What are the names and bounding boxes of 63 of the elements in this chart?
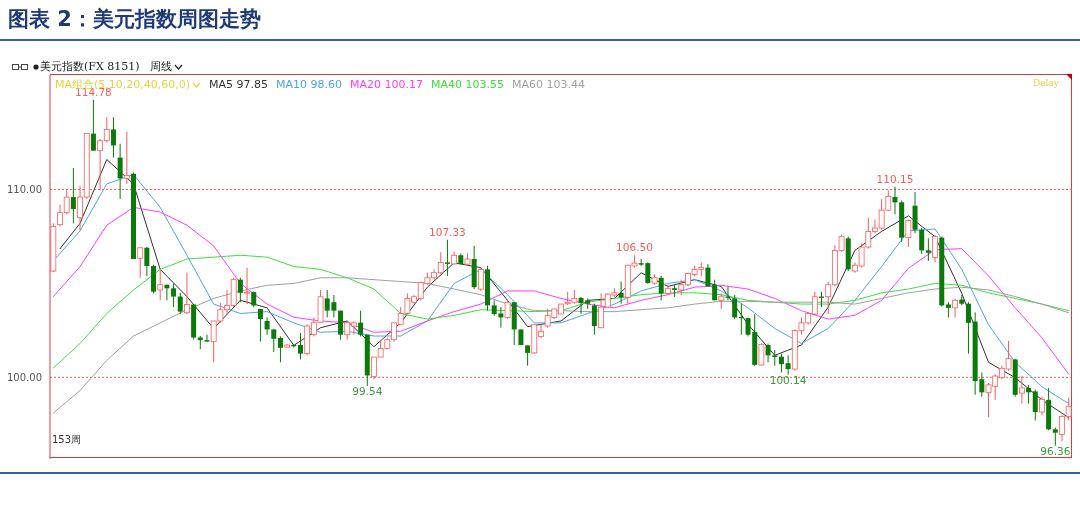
line-series bbox=[52, 254, 1070, 369]
candlestick bbox=[277, 335, 283, 363]
candlestick bbox=[358, 310, 364, 337]
candlestick bbox=[732, 294, 738, 320]
line-series bbox=[52, 206, 1070, 375]
candlestick bbox=[271, 328, 277, 353]
candlestick bbox=[70, 167, 76, 224]
candlestick bbox=[184, 272, 190, 315]
candlestick bbox=[444, 239, 450, 277]
candlestick bbox=[965, 301, 971, 355]
candlestick bbox=[123, 131, 130, 185]
candlestick bbox=[244, 267, 250, 305]
candlestick bbox=[905, 219, 912, 248]
candlestick bbox=[237, 277, 243, 303]
candlestick bbox=[257, 308, 263, 343]
candlestick bbox=[1032, 389, 1038, 422]
candlestick bbox=[90, 99, 96, 152]
candlestick bbox=[1052, 426, 1058, 447]
candlestick bbox=[504, 299, 511, 320]
candlestick bbox=[618, 281, 624, 305]
candlestick bbox=[778, 353, 784, 373]
candlestick bbox=[264, 316, 270, 336]
candlestick bbox=[110, 116, 116, 159]
y-tick-label: 100.00 bbox=[7, 371, 42, 383]
candlestick bbox=[952, 298, 959, 318]
line-series bbox=[52, 277, 1070, 414]
candlestick bbox=[1039, 396, 1045, 416]
annotation: 110.15 bbox=[876, 172, 914, 185]
text: MA5 97.85 bbox=[209, 78, 269, 91]
candlestick bbox=[477, 266, 484, 292]
candlestick bbox=[157, 268, 164, 301]
text: MA60 103.44 bbox=[512, 78, 586, 91]
candlestick bbox=[925, 237, 931, 262]
chart-title: 图表 2：美元指数周图走势 bbox=[8, 6, 261, 33]
annotation: 153周 bbox=[52, 433, 82, 447]
candlestick bbox=[177, 292, 183, 315]
candlestick bbox=[144, 246, 150, 277]
candlestick bbox=[525, 344, 531, 367]
annotation: 106.50 bbox=[616, 241, 653, 254]
annotation: 107.33 bbox=[429, 225, 466, 238]
annotation: 96.36 bbox=[1040, 445, 1071, 458]
candlestick bbox=[297, 332, 303, 360]
chart-subtitle: 美元指数(FX 8151) bbox=[40, 59, 140, 74]
candlestick bbox=[1026, 384, 1032, 405]
text: MA20 100.17 bbox=[350, 78, 424, 91]
candlestick bbox=[785, 354, 791, 376]
candlestick bbox=[892, 186, 898, 215]
candlestick bbox=[204, 334, 210, 343]
annotation: 100.14 bbox=[769, 374, 807, 387]
candlestick bbox=[591, 303, 597, 336]
annotation: Delay bbox=[1033, 78, 1059, 88]
text: MA10 98.60 bbox=[276, 78, 343, 91]
candlestick bbox=[658, 275, 664, 301]
annotation: 99.54 bbox=[352, 385, 383, 398]
candlestick bbox=[117, 143, 123, 200]
text: 周线 bbox=[149, 59, 173, 74]
candlestick bbox=[137, 247, 144, 279]
candlestick bbox=[171, 282, 177, 308]
candlestick bbox=[932, 234, 938, 263]
text: MA40 103.55 bbox=[431, 78, 505, 91]
y-tick-label: 110.00 bbox=[7, 184, 42, 196]
candlestick bbox=[919, 227, 925, 255]
candlestick bbox=[765, 343, 771, 363]
